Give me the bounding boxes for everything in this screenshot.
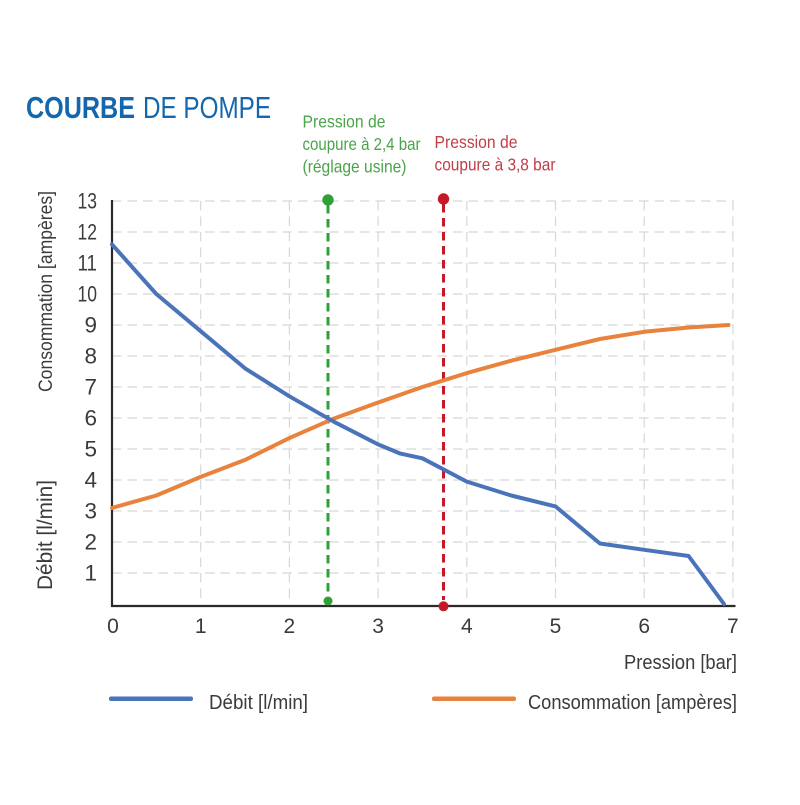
- svg-text:Consommation [ampères]: Consommation [ampères]: [528, 692, 737, 714]
- svg-text:1: 1: [84, 561, 97, 586]
- svg-text:DE POMPE: DE POMPE: [143, 90, 271, 125]
- svg-text:(réglage usine): (réglage usine): [303, 157, 407, 177]
- svg-text:7: 7: [84, 375, 97, 400]
- svg-text:coupure à 2,4 bar: coupure à 2,4 bar: [303, 134, 421, 154]
- svg-text:3: 3: [84, 499, 97, 524]
- svg-text:10: 10: [78, 282, 98, 307]
- svg-text:5: 5: [84, 437, 97, 462]
- svg-text:4: 4: [461, 615, 473, 638]
- svg-text:COURBE: COURBE: [26, 90, 135, 125]
- svg-text:11: 11: [78, 251, 98, 276]
- svg-text:2: 2: [284, 615, 296, 638]
- svg-text:8: 8: [84, 344, 97, 369]
- svg-text:0: 0: [107, 615, 119, 638]
- svg-text:7: 7: [727, 615, 739, 638]
- svg-text:6: 6: [638, 615, 650, 638]
- svg-text:Débit [l/min]: Débit [l/min]: [34, 480, 57, 590]
- svg-text:coupure à 3,8 bar: coupure à 3,8 bar: [435, 155, 556, 175]
- svg-text:4: 4: [84, 468, 97, 493]
- svg-text:Débit [l/min]: Débit [l/min]: [209, 692, 308, 714]
- svg-text:1: 1: [195, 615, 207, 638]
- svg-text:3: 3: [372, 615, 384, 638]
- svg-text:Pression de: Pression de: [435, 132, 518, 152]
- svg-text:6: 6: [84, 406, 97, 431]
- svg-text:9: 9: [84, 313, 97, 338]
- svg-text:5: 5: [550, 615, 562, 638]
- svg-text:Pression [bar]: Pression [bar]: [624, 652, 737, 674]
- svg-text:2: 2: [84, 530, 97, 555]
- svg-text:Consommation [ampères]: Consommation [ampères]: [36, 191, 57, 392]
- svg-text:13: 13: [78, 189, 98, 214]
- svg-text:Pression de: Pression de: [303, 112, 386, 132]
- svg-text:12: 12: [78, 220, 98, 245]
